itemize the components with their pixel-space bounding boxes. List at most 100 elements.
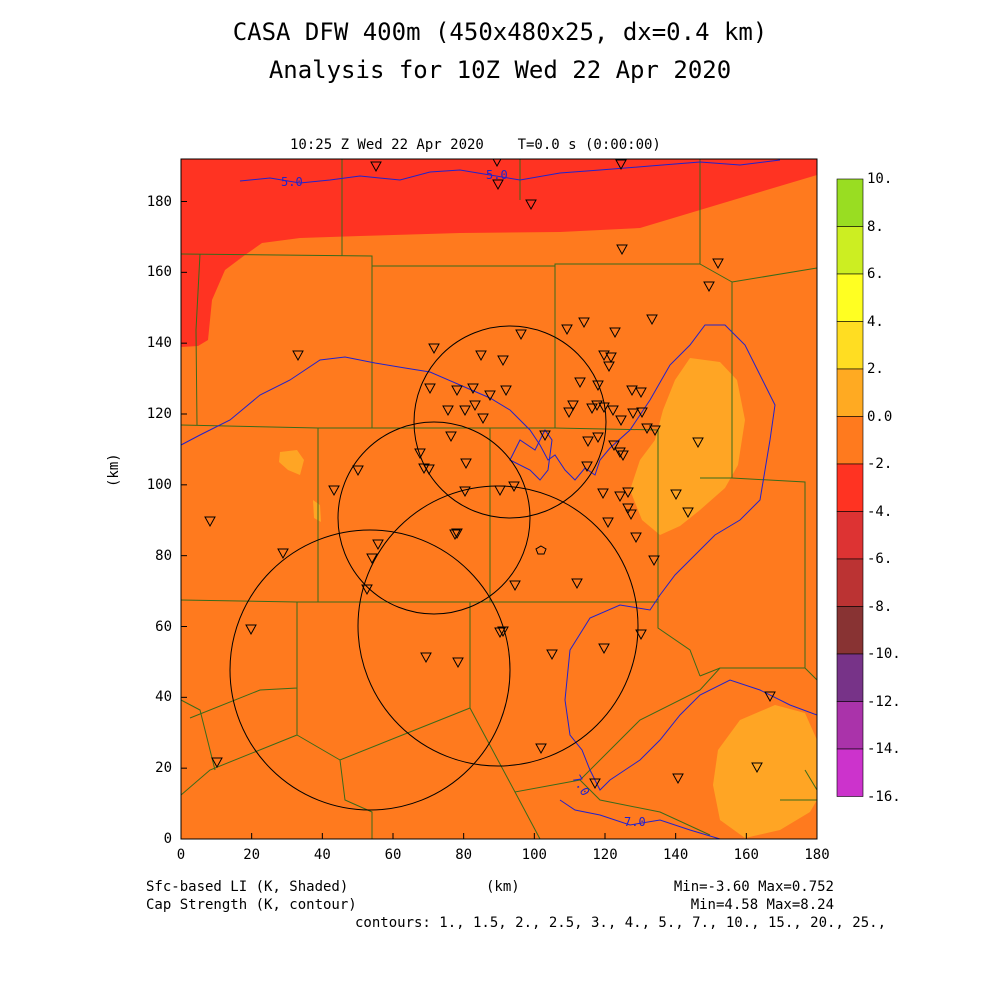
colorbar-swatch [836,178,864,227]
station-marker-icon [366,553,378,565]
station-marker-icon [445,431,457,443]
station-marker-icon [459,486,471,498]
x-tick-label: 180 [804,847,830,863]
colorbar-swatch [836,748,864,797]
main-subtitle: Analysis for 10Z Wed 22 Apr 2020 [268,56,732,84]
colorbar-label: 10. [867,171,893,187]
li-warm-region-southeast [713,705,817,838]
contour-minmax: Min=4.58 Max=8.24 [690,897,834,913]
colorbar-swatch [836,321,864,370]
station-marker-icon [764,691,776,703]
li-cool-region [181,159,817,347]
station-marker-icon [361,584,373,596]
station-marker-icon [245,624,257,636]
station-marker-icon [571,578,583,590]
station-marker-icon [459,405,471,417]
station-marker-icon [509,580,521,592]
y-tick-label: 180 [146,193,172,210]
colorbar-label: -8. [867,598,893,615]
radar-ring-1 [413,325,607,519]
y-tick-label: 40 [155,689,172,706]
station-marker-icon [328,485,340,497]
colorbar-label: 8. [867,218,884,235]
station-marker-icon [608,440,620,452]
colorbar-swatch [836,463,864,512]
station-marker-icon [567,400,579,412]
station-marker-icon [672,773,684,785]
station-marker-icon [420,652,432,664]
colorbar-swatch [836,226,864,275]
station-marker-icon [751,762,763,774]
station-marker-icon [539,430,551,442]
station-marker-icon [449,529,461,541]
station-marker-icon [277,548,289,560]
station-marker-icon [692,437,704,449]
station-marker-icon [598,643,610,655]
station-marker-icon [703,281,715,293]
cap-strength-contours [181,159,817,839]
station-marker-icon [602,517,614,529]
station-marker-icon [563,407,575,419]
station-marker-icon [508,481,520,493]
y-tick-label: 140 [146,335,172,352]
station-marker-icon [414,448,426,460]
station-marker-icon [630,532,642,544]
contour-7-main [181,324,817,791]
station-marker-icon [598,350,610,362]
colorbar-label: 6. [867,266,884,282]
x-tick-label: 160 [733,847,759,863]
shaded-field-label: Sfc-based LI (K, Shaded) [146,879,349,895]
contour-label-1: 5.0 [281,175,303,189]
colorbar-label: -12. [867,693,901,710]
station-marker-icon [607,405,619,417]
station-marker-icon [484,390,496,402]
station-marker-icon [598,402,610,414]
x-axis-ticks [180,833,818,839]
station-marker-icon [641,423,653,435]
station-marker-icon [497,626,509,638]
station-marker-icon [682,507,694,519]
station-marker-icon [636,407,648,419]
colorbar-label: -14. [867,741,901,757]
y-tick-label: 120 [146,406,172,422]
y-axis-label: (km) [106,453,122,487]
station-marker-icon [626,385,638,397]
colorbar [836,178,864,797]
station-marker-icon [712,258,724,270]
x-axis-label: (km) [486,879,520,895]
station-marker-icon [477,413,489,425]
station-marker-icon [616,244,628,256]
colorbar-label: -4. [867,503,893,520]
x-tick-label: 40 [313,847,331,863]
station-marker-icon [578,317,590,329]
station-marker-icon [615,159,627,171]
station-marker-icon [467,383,479,395]
radar-ring-4 [229,529,511,811]
colorbar-swatch [836,511,864,560]
li-shaded-field [181,159,817,839]
contour-label-2: 5.0 [486,168,508,182]
colorbar-swatch [836,273,864,322]
colorbar-label: 2. [867,361,884,377]
colorbar-swatch [836,606,864,655]
station-marker-icon [561,324,573,336]
plot-frame [180,158,818,840]
station-marker-icon [292,350,304,362]
station-marker-icon [622,487,634,499]
station-marker-icon [635,387,647,399]
station-marker-icon [535,743,547,755]
station-marker-icon [586,403,598,415]
station-marker-icon [635,629,647,641]
colorbar-swatch [836,416,864,465]
station-marker-icon [582,436,594,448]
station-marker-icon [614,491,626,503]
shaded-minmax: Min=-3.60 Max=0.752 [673,879,834,895]
contour-5-north [239,159,781,184]
y-tick-label: 20 [155,760,172,777]
station-marker-icon [525,199,537,211]
y-tick-label: 160 [146,264,172,281]
station-marker-icon [492,179,504,191]
x-tick-label: 0 [176,847,186,863]
station-marker-icon [372,539,384,551]
